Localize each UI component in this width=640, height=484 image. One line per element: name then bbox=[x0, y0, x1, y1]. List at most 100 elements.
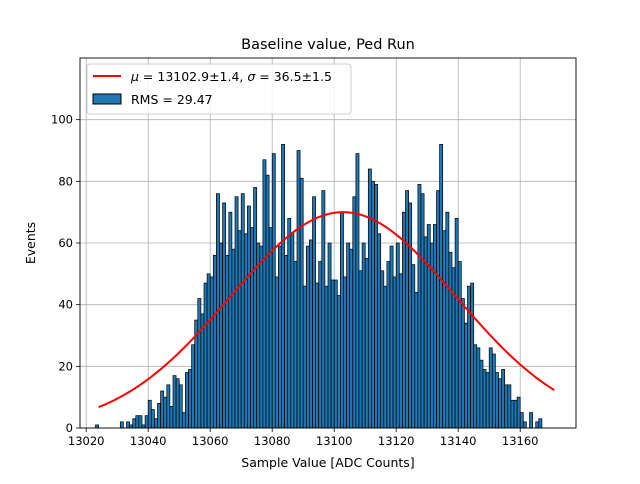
histogram-bar bbox=[488, 347, 493, 429]
histogram-bar bbox=[364, 258, 369, 429]
histogram-bar bbox=[231, 248, 236, 429]
histogram-bar bbox=[302, 285, 307, 429]
histogram-bar bbox=[206, 273, 211, 429]
histogram-bar bbox=[482, 369, 487, 429]
legend-hist-label: RMS = 29.47 bbox=[131, 92, 213, 107]
histogram-bar bbox=[383, 285, 388, 429]
histogram-bar bbox=[271, 153, 276, 429]
histogram-bar bbox=[281, 143, 285, 429]
histogram-bar bbox=[513, 399, 518, 429]
histogram-bar bbox=[160, 390, 165, 429]
histogram-bar bbox=[498, 378, 502, 429]
histogram-bar bbox=[433, 224, 437, 429]
histogram-bar bbox=[349, 248, 354, 429]
histogram-bar bbox=[395, 242, 400, 429]
histogram-bar bbox=[290, 233, 295, 429]
histogram-bar bbox=[318, 261, 323, 429]
y-tick-label: 20 bbox=[58, 359, 73, 373]
x-axis-label: Sample Value [ADC Counts] bbox=[241, 455, 414, 470]
histogram-bar bbox=[439, 143, 444, 429]
histogram-bar bbox=[191, 344, 196, 429]
histogram-bar bbox=[485, 372, 490, 429]
histogram-bar bbox=[473, 344, 478, 429]
histogram-bar bbox=[330, 279, 335, 429]
histogram-bar bbox=[222, 202, 227, 429]
histogram-bar bbox=[287, 217, 292, 429]
histogram-bar bbox=[268, 227, 273, 429]
x-tick-label: 13080 bbox=[254, 434, 291, 448]
histogram-bar bbox=[367, 168, 372, 429]
histogram-bar bbox=[423, 236, 428, 429]
histogram-bar bbox=[476, 347, 481, 429]
histogram-bar bbox=[225, 254, 230, 429]
histogram-bar bbox=[119, 421, 124, 429]
x-tick-label: 13120 bbox=[378, 434, 415, 448]
histogram-bar bbox=[132, 418, 137, 429]
histogram-bar bbox=[293, 261, 298, 429]
histogram-bar bbox=[501, 369, 506, 429]
histogram-bar bbox=[411, 264, 416, 429]
gaussian-fit-curve bbox=[98, 211, 555, 409]
fit-curve-layer bbox=[98, 211, 555, 409]
histogram-bar bbox=[358, 270, 363, 429]
histogram-bar bbox=[377, 233, 382, 429]
x-tick-label: 13060 bbox=[192, 434, 229, 448]
histogram-bar bbox=[309, 239, 313, 429]
histogram-bar bbox=[247, 205, 251, 429]
y-axis-label: Events bbox=[23, 222, 38, 264]
chart-title: Baseline value, Ped Run bbox=[241, 37, 415, 53]
histogram-bar bbox=[299, 177, 304, 429]
histogram-bar bbox=[507, 384, 512, 429]
histogram-bar bbox=[380, 270, 385, 429]
histogram-bar bbox=[457, 261, 462, 429]
histogram-bar bbox=[284, 254, 289, 429]
histogram-bar bbox=[535, 421, 540, 429]
histogram-bar bbox=[361, 242, 366, 429]
histogram-bar bbox=[157, 402, 161, 429]
histogram-bar bbox=[163, 396, 168, 429]
histogram-bar bbox=[141, 424, 146, 429]
histogram-bar bbox=[516, 396, 521, 429]
axis-ticks: 13020 13040 13060 13080 13100 13120 13140 13160… bbox=[51, 113, 538, 448]
histogram-bar bbox=[436, 190, 440, 429]
histogram-bar bbox=[504, 384, 509, 429]
histogram-bar bbox=[237, 230, 242, 429]
y-tick-label: 80 bbox=[58, 174, 73, 188]
histogram-bar bbox=[420, 193, 425, 429]
histogram-bar bbox=[203, 282, 208, 429]
histogram-bar bbox=[256, 242, 261, 429]
histogram-bar bbox=[324, 285, 329, 429]
x-tick-label: 13160 bbox=[502, 434, 539, 448]
histogram-bar bbox=[336, 295, 341, 429]
histogram-bar bbox=[346, 242, 351, 429]
histogram-bar bbox=[448, 251, 453, 429]
histogram-bar bbox=[389, 245, 394, 429]
histogram-bar bbox=[408, 202, 413, 429]
y-tick-label: 60 bbox=[58, 236, 73, 250]
histogram-bar bbox=[240, 193, 245, 429]
histogram-bar bbox=[253, 187, 258, 429]
histogram-bar bbox=[243, 233, 248, 429]
histogram-bar bbox=[333, 279, 338, 429]
legend-box bbox=[86, 63, 352, 115]
legend-hist-swatch bbox=[92, 93, 122, 105]
histogram-bar bbox=[467, 285, 471, 429]
histogram-bar bbox=[510, 399, 515, 429]
legend-fit-sigma: σ bbox=[247, 69, 256, 84]
histogram-bar bbox=[402, 211, 406, 429]
y-tick-label: 100 bbox=[51, 113, 73, 127]
histogram-bar bbox=[274, 276, 279, 429]
histogram-bar bbox=[538, 418, 543, 429]
histogram-bar bbox=[154, 418, 158, 429]
x-tick-label: 13100 bbox=[316, 434, 353, 448]
histogram-bar bbox=[405, 190, 409, 429]
histogram-bar bbox=[398, 273, 403, 429]
y-tick-label: 0 bbox=[66, 421, 73, 435]
histogram-bar bbox=[209, 276, 214, 429]
x-tick-label: 13040 bbox=[130, 434, 167, 448]
histogram-bar bbox=[228, 211, 233, 429]
histogram-bar bbox=[175, 378, 180, 429]
histogram-bar bbox=[426, 224, 431, 429]
histogram-bar bbox=[315, 282, 320, 429]
